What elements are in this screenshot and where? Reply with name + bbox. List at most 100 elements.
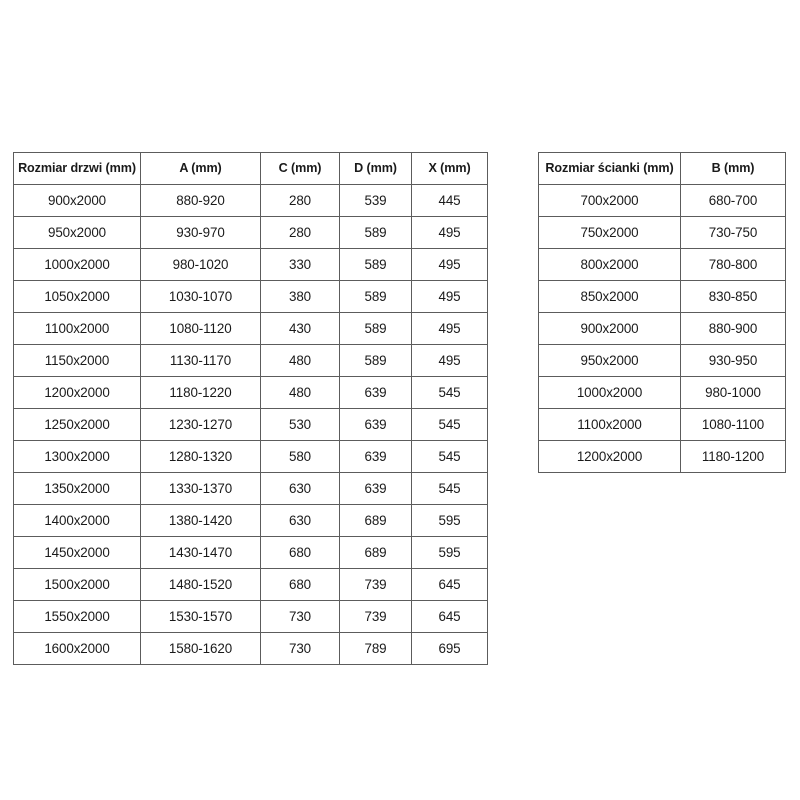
cell-b: 730-750: [680, 216, 786, 249]
column-header-d: D (mm): [339, 152, 412, 185]
cell-door-size: 1050x2000: [13, 280, 141, 313]
cell-b: 780-800: [680, 248, 786, 281]
cell-c: 380: [260, 280, 340, 313]
cell-d: 639: [339, 408, 412, 441]
cell-d: 789: [339, 632, 412, 665]
cell-door-size: 1350x2000: [13, 472, 141, 505]
cell-door-size: 1100x2000: [13, 312, 141, 345]
cell-a: 930-970: [140, 216, 261, 249]
cell-c: 530: [260, 408, 340, 441]
table-header-row: Rozmiar ścianki (mm) B (mm): [538, 152, 786, 185]
cell-a: 880-920: [140, 184, 261, 217]
wall-panel-size-table: Rozmiar ścianki (mm) B (mm) 700x2000 680-…: [538, 152, 786, 473]
cell-b: 930-950: [680, 344, 786, 377]
cell-a: 980-1020: [140, 248, 261, 281]
cell-a: 1330-1370: [140, 472, 261, 505]
cell-b: 1180-1200: [680, 440, 786, 473]
cell-d: 639: [339, 376, 412, 409]
cell-d: 689: [339, 536, 412, 569]
table-row: 1050x2000 1030-1070 380 589 495: [13, 280, 488, 313]
cell-a: 1230-1270: [140, 408, 261, 441]
cell-x: 545: [411, 376, 488, 409]
cell-c: 630: [260, 504, 340, 537]
cell-a: 1380-1420: [140, 504, 261, 537]
column-header-door-size: Rozmiar drzwi (mm): [13, 152, 141, 185]
cell-d: 739: [339, 600, 412, 633]
cell-b: 680-700: [680, 184, 786, 217]
cell-d: 589: [339, 216, 412, 249]
cell-wall-size: 1200x2000: [538, 440, 681, 473]
table-row: 700x2000 680-700: [538, 184, 786, 217]
cell-wall-size: 850x2000: [538, 280, 681, 313]
table-row: 950x2000 930-950: [538, 344, 786, 377]
cell-c: 280: [260, 216, 340, 249]
cell-wall-size: 900x2000: [538, 312, 681, 345]
cell-door-size: 1250x2000: [13, 408, 141, 441]
cell-wall-size: 1000x2000: [538, 376, 681, 409]
cell-x: 645: [411, 568, 488, 601]
table-row: 1150x2000 1130-1170 480 589 495: [13, 344, 488, 377]
cell-a: 1280-1320: [140, 440, 261, 473]
table-row: 1400x2000 1380-1420 630 689 595: [13, 504, 488, 537]
cell-d: 589: [339, 344, 412, 377]
wall-table-body: 700x2000 680-700 750x2000 730-750 800x2000 78…: [538, 184, 786, 473]
table-row: 1600x2000 1580-1620 730 789 695: [13, 632, 488, 665]
cell-x: 495: [411, 312, 488, 345]
cell-d: 539: [339, 184, 412, 217]
cell-a: 1180-1220: [140, 376, 261, 409]
cell-c: 630: [260, 472, 340, 505]
cell-c: 480: [260, 344, 340, 377]
cell-door-size: 1300x2000: [13, 440, 141, 473]
cell-wall-size: 700x2000: [538, 184, 681, 217]
cell-door-size: 1200x2000: [13, 376, 141, 409]
cell-x: 495: [411, 280, 488, 313]
cell-x: 495: [411, 344, 488, 377]
table-row: 1500x2000 1480-1520 680 739 645: [13, 568, 488, 601]
cell-x: 595: [411, 536, 488, 569]
cell-x: 495: [411, 248, 488, 281]
table-row: 1000x2000 980-1000: [538, 376, 786, 409]
cell-a: 1580-1620: [140, 632, 261, 665]
cell-x: 445: [411, 184, 488, 217]
cell-a: 1030-1070: [140, 280, 261, 313]
cell-door-size: 1150x2000: [13, 344, 141, 377]
door-size-table: Rozmiar drzwi (mm) A (mm) C (mm) D (mm) …: [13, 152, 488, 665]
table-row: 1000x2000 980-1020 330 589 495: [13, 248, 488, 281]
cell-c: 680: [260, 568, 340, 601]
table-row: 750x2000 730-750: [538, 216, 786, 249]
cell-door-size: 950x2000: [13, 216, 141, 249]
column-header-x: X (mm): [411, 152, 488, 185]
cell-a: 1530-1570: [140, 600, 261, 633]
cell-b: 1080-1100: [680, 408, 786, 441]
cell-x: 645: [411, 600, 488, 633]
cell-wall-size: 950x2000: [538, 344, 681, 377]
cell-d: 589: [339, 312, 412, 345]
cell-c: 580: [260, 440, 340, 473]
column-header-c: C (mm): [260, 152, 340, 185]
cell-d: 739: [339, 568, 412, 601]
table-row: 1450x2000 1430-1470 680 689 595: [13, 536, 488, 569]
table-row: 800x2000 780-800: [538, 248, 786, 281]
cell-x: 595: [411, 504, 488, 537]
door-table-head: Rozmiar drzwi (mm) A (mm) C (mm) D (mm) …: [13, 152, 488, 185]
cell-door-size: 1500x2000: [13, 568, 141, 601]
table-row: 950x2000 930-970 280 589 495: [13, 216, 488, 249]
cell-c: 430: [260, 312, 340, 345]
cell-x: 545: [411, 472, 488, 505]
cell-wall-size: 800x2000: [538, 248, 681, 281]
cell-x: 695: [411, 632, 488, 665]
table-row: 900x2000 880-920 280 539 445: [13, 184, 488, 217]
cell-wall-size: 1100x2000: [538, 408, 681, 441]
cell-x: 545: [411, 408, 488, 441]
table-row: 1200x2000 1180-1200: [538, 440, 786, 473]
cell-d: 689: [339, 504, 412, 537]
table-row: 1300x2000 1280-1320 580 639 545: [13, 440, 488, 473]
table-row: 900x2000 880-900: [538, 312, 786, 345]
cell-c: 680: [260, 536, 340, 569]
cell-door-size: 1000x2000: [13, 248, 141, 281]
cell-door-size: 1550x2000: [13, 600, 141, 633]
cell-c: 730: [260, 600, 340, 633]
cell-a: 1430-1470: [140, 536, 261, 569]
cell-d: 639: [339, 472, 412, 505]
